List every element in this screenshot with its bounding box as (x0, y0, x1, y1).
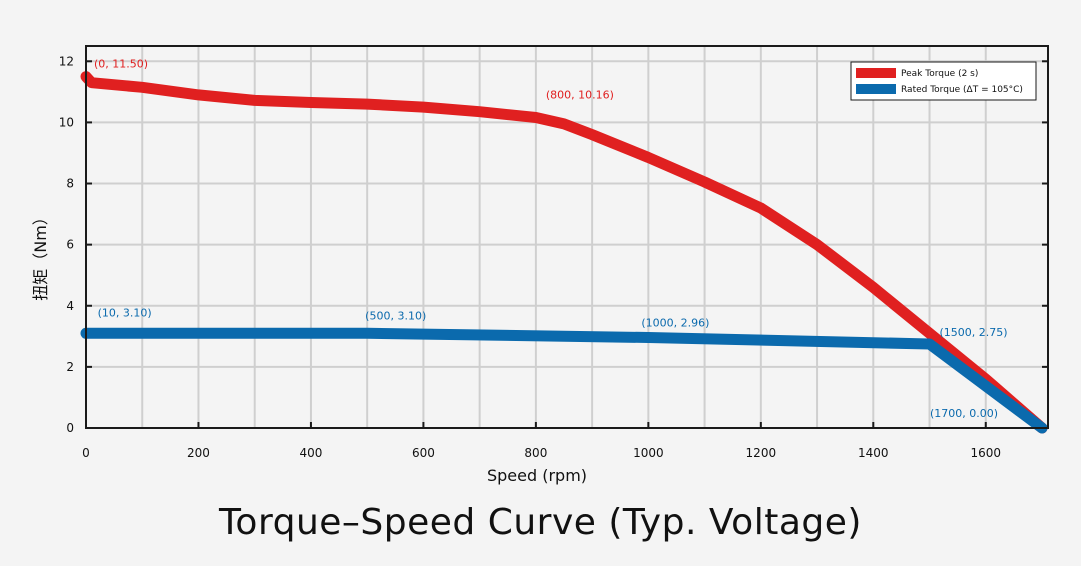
x-tick-label: 600 (412, 446, 435, 460)
x-tick-label: 200 (187, 446, 210, 460)
y-axis-label: 扭矩（Nm） (31, 209, 50, 301)
data-label: (500, 3.10) (365, 309, 426, 322)
y-tick-label: 10 (59, 115, 74, 129)
torque-speed-chart: 0 200 400 600 800 1000 1200 1400 1600 0 2 4 6 8 10 12 (… (31, 45, 1049, 485)
legend-entry: Rated Torque (ΔT = 105°C) (901, 85, 1023, 95)
legend: Peak Torque (2 s) Rated Torque (ΔT = 105°… (850, 61, 1037, 101)
y-tick-label: 8 (66, 177, 74, 191)
chart-title: Torque–Speed Curve (Typ. Voltage) (219, 502, 862, 543)
x-tick-label: 1200 (746, 446, 777, 460)
series-lines (80, 71, 1048, 434)
data-label: (800, 10.16) (546, 89, 614, 102)
data-label: (1700, 0.00) (930, 407, 998, 420)
data-label: (10, 3.10) (98, 306, 152, 319)
legend-swatch (856, 84, 896, 94)
x-tick-label: 1000 (633, 446, 664, 460)
y-tick-label: 4 (66, 299, 74, 313)
rated-torque-line (80, 327, 1048, 434)
axis-ticks: 0 200 400 600 800 1000 1200 1400 1600 0 2 4 6 8 10 12 (59, 54, 1048, 460)
y-tick-label: 6 (66, 238, 74, 252)
data-label: (1500, 2.75) (940, 326, 1008, 339)
annotations: (0, 11.50) (800, 10.16) (10, 3.10) (500, 3.… (94, 58, 1008, 420)
y-tick-label: 12 (59, 54, 74, 68)
peak-torque-line (80, 71, 1048, 434)
x-tick-label: 1600 (970, 446, 1001, 460)
x-tick-label: 1400 (858, 446, 889, 460)
x-axis-label: Speed (rpm) (487, 466, 587, 485)
data-label: (0, 11.50) (94, 58, 148, 71)
y-tick-label: 0 (66, 421, 74, 435)
legend-entry: Peak Torque (2 s) (901, 69, 978, 79)
x-tick-label: 0 (82, 446, 90, 460)
data-label: (1000, 2.96) (641, 317, 709, 330)
x-tick-label: 400 (299, 446, 322, 460)
y-tick-label: 2 (66, 360, 74, 374)
legend-swatch (856, 68, 896, 78)
plot-frame (85, 45, 1049, 429)
x-tick-label: 800 (524, 446, 547, 460)
